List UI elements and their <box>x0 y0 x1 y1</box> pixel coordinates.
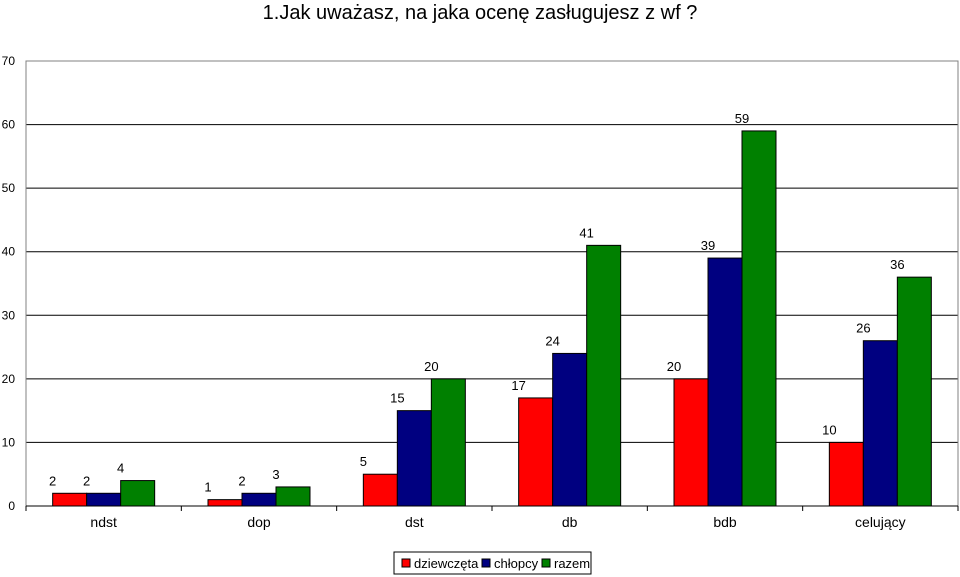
y-tick-label: 50 <box>2 181 16 195</box>
legend: dziewczęta chłopcy razem <box>393 551 592 575</box>
bar-chłopcy-bdb <box>707 257 743 507</box>
bar-chłopcy-dop <box>241 492 277 507</box>
legend-box <box>393 551 592 575</box>
y-tick-label: 60 <box>2 118 16 132</box>
data-label: 15 <box>390 391 404 406</box>
data-label: 10 <box>822 422 836 437</box>
legend-swatch-razem <box>541 558 551 568</box>
bar-razem-bdb <box>741 130 777 507</box>
plot-area <box>25 60 959 507</box>
data-label: 2 <box>49 473 56 488</box>
bar-dziewczęta-bdb <box>673 378 709 507</box>
category-label: db <box>562 514 578 530</box>
data-label: 2 <box>83 473 90 488</box>
gridlines <box>26 60 958 443</box>
legend-swatch-chłopcy <box>481 558 491 568</box>
bar-razem-db <box>586 244 622 507</box>
data-label: 3 <box>272 467 279 482</box>
bar-chłopcy-db <box>552 352 588 507</box>
data-label: 2 <box>238 473 245 488</box>
y-tick-label: 0 <box>8 499 15 513</box>
chart-title: 1.Jak uważasz, na jaka ocenę zasługujesz… <box>262 2 698 24</box>
legend-swatch-dziewczęta <box>401 558 411 568</box>
y-tick-label: 40 <box>2 245 16 259</box>
bar-razem-celujący <box>896 276 932 507</box>
category-label: dst <box>405 514 424 530</box>
data-label: 36 <box>890 257 904 272</box>
bar-chłopcy-ndst <box>86 492 122 507</box>
axes <box>25 60 959 511</box>
bars <box>52 130 932 507</box>
data-label: 20 <box>424 359 438 374</box>
data-label: 24 <box>545 333 559 348</box>
category-label: celujący <box>855 514 906 530</box>
legend-label-chłopcy: chłopcy <box>494 556 539 571</box>
y-tick-label: 30 <box>2 308 16 322</box>
data-label: 1 <box>204 480 211 495</box>
bar-dziewczęta-celujący <box>828 441 864 507</box>
data-label: 5 <box>360 454 367 469</box>
legend-label-dziewczęta: dziewczęta <box>414 556 479 571</box>
bar-razem-dst <box>430 378 466 507</box>
category-label: bdb <box>713 514 737 530</box>
bar-chłopcy-dst <box>396 410 432 507</box>
category-label: ndst <box>90 514 117 530</box>
data-label: 59 <box>735 111 749 126</box>
bar-dziewczęta-dst <box>362 473 398 507</box>
data-label: 4 <box>117 461 124 476</box>
bar-dziewczęta-ndst <box>52 492 88 507</box>
data-label: 39 <box>701 238 715 253</box>
bar-dziewczęta-dop <box>207 499 243 507</box>
y-tick-label: 70 <box>2 54 16 68</box>
bar-dziewczęta-db <box>518 397 554 507</box>
bar-razem-ndst <box>120 480 156 507</box>
bar-razem-dop <box>275 486 311 507</box>
data-label: 20 <box>667 359 681 374</box>
legend-label-razem: razem <box>554 556 590 571</box>
data-label: 26 <box>856 321 870 336</box>
data-label: 17 <box>511 378 525 393</box>
data-label: 41 <box>579 225 593 240</box>
y-tick-label: 20 <box>2 372 16 386</box>
y-tick-label: 10 <box>2 435 16 449</box>
category-label: dop <box>247 514 271 530</box>
bar-chłopcy-celujący <box>862 340 898 507</box>
